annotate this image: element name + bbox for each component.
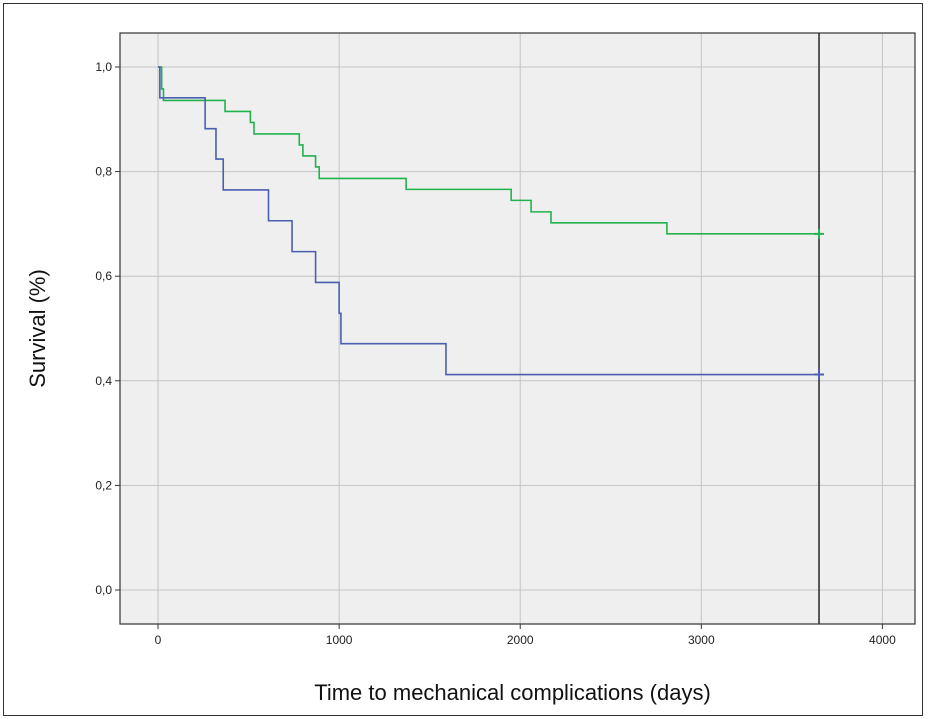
plot-border	[119, 32, 916, 625]
plot-area	[120, 33, 915, 624]
y-tick-label: 0,4	[95, 374, 112, 388]
y-axis-title: Survival (%)	[25, 269, 50, 388]
x-tick-label: 2000	[507, 633, 534, 647]
x-tick-label: 0	[155, 633, 162, 647]
x-axis: 0 1000 2000 3000 4000	[155, 624, 896, 647]
censor-mark-2	[814, 369, 825, 380]
x-tick-label: 3000	[688, 633, 715, 647]
survival-curve-1	[158, 66, 820, 235]
y-tick-label: 0,8	[95, 165, 112, 179]
y-tick-label: 0,6	[95, 269, 112, 283]
y-tick-label: 1,0	[95, 60, 112, 74]
y-tick-label: 0,0	[95, 583, 112, 597]
series-group	[158, 66, 825, 380]
y-tick-label: 0,2	[95, 478, 112, 492]
y-axis: 0,0 0,2 0,4 0,6 0,8 1,0	[95, 60, 120, 597]
x-tick-label: 4000	[869, 633, 896, 647]
x-tick-label: 1000	[326, 633, 353, 647]
grid	[120, 33, 915, 624]
survival-curve-2	[158, 66, 820, 376]
x-axis-title: Time to mechanical complications (days)	[314, 680, 711, 705]
censor-mark-1	[814, 228, 825, 239]
